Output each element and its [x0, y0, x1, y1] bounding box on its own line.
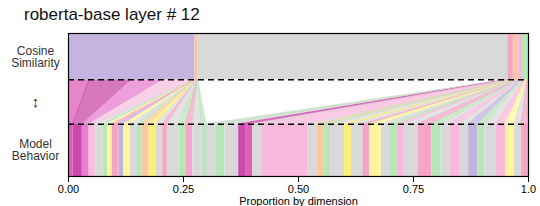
svg-text:0.25: 0.25 — [173, 183, 194, 195]
svg-text:Proportion by dimension: Proportion by dimension — [239, 195, 358, 206]
svg-text:CosineSimilarity: CosineSimilarity — [11, 44, 60, 70]
svg-text:↕: ↕ — [32, 93, 40, 110]
svg-text:0.50: 0.50 — [288, 183, 309, 195]
svg-text:ModelBehavior: ModelBehavior — [12, 137, 59, 163]
svg-text:0.00: 0.00 — [58, 183, 79, 195]
html-text:roberta-base layer # 12: roberta-base layer # 12 — [24, 5, 200, 24]
svg-text:1.0: 1.0 — [521, 183, 536, 195]
svg-text:0.75: 0.75 — [403, 183, 424, 195]
